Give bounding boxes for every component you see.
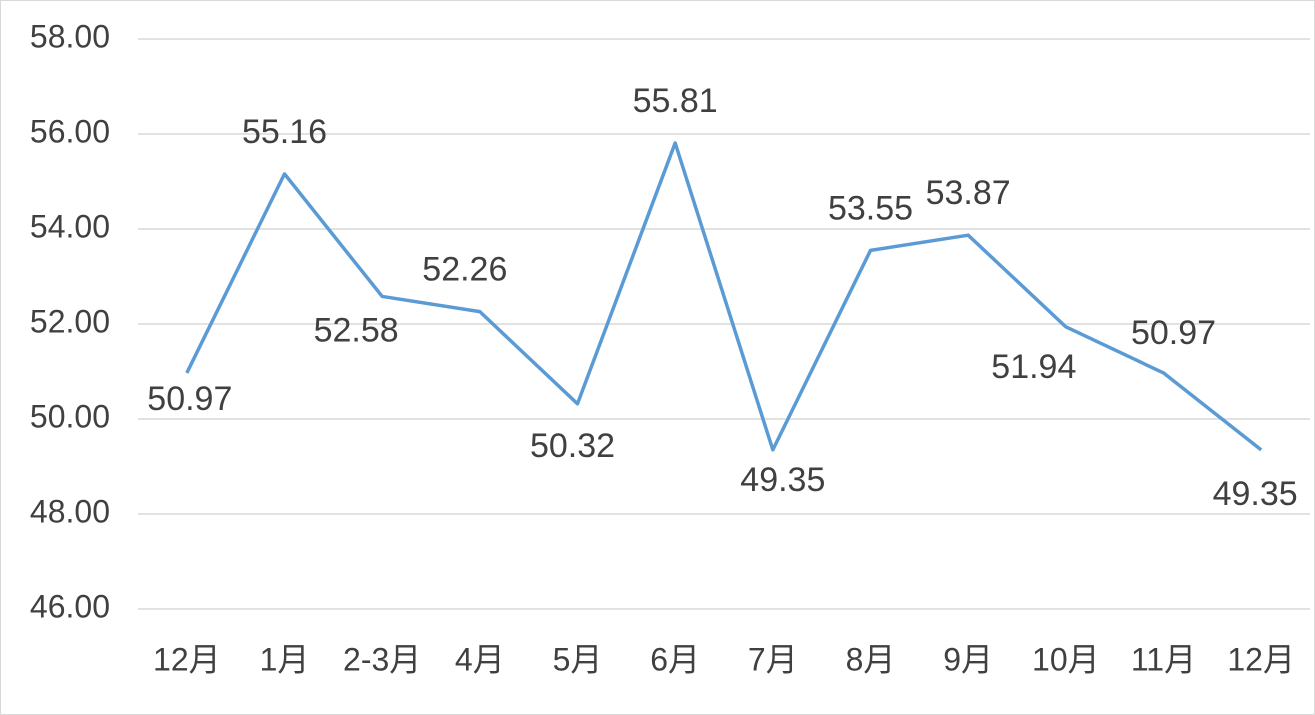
x-tick-label: 12月 [1227,641,1295,677]
data-label: 53.55 [828,189,913,227]
data-label: 52.26 [422,251,507,289]
data-label: 49.35 [1213,475,1298,513]
x-tick-label: 7月 [748,641,798,677]
x-tick-label: 6月 [650,641,700,677]
data-label: 52.58 [314,311,399,349]
x-tick-label: 4月 [455,641,505,677]
data-label: 50.32 [530,427,615,465]
x-tick-label: 12月 [153,641,221,677]
y-tick-label: 48.00 [30,493,110,529]
x-tick-label: 10月 [1032,641,1100,677]
data-label: 53.87 [926,174,1011,212]
data-label: 55.81 [633,82,718,120]
y-tick-label: 58.00 [30,18,110,54]
x-tick-label: 11月 [1131,641,1196,677]
y-tick-label: 46.00 [30,588,110,624]
data-label: 50.97 [1131,314,1216,352]
data-label: 55.16 [242,113,327,151]
line [185,141,1263,452]
x-tick-label: 2-3月 [343,641,421,677]
data-label: 49.35 [740,461,825,499]
y-tick-label: 54.00 [30,208,110,244]
x-tick-label: 1月 [260,641,310,677]
data-label: 50.97 [147,380,232,418]
y-tick-label: 56.00 [30,113,110,149]
y-tick-label: 52.00 [30,303,110,339]
x-tick-label: 9月 [943,641,993,677]
data-label: 51.94 [991,348,1076,386]
x-tick-label: 5月 [553,641,603,677]
x-tick-label: 8月 [846,641,896,677]
y-tick-label: 50.00 [30,398,110,434]
